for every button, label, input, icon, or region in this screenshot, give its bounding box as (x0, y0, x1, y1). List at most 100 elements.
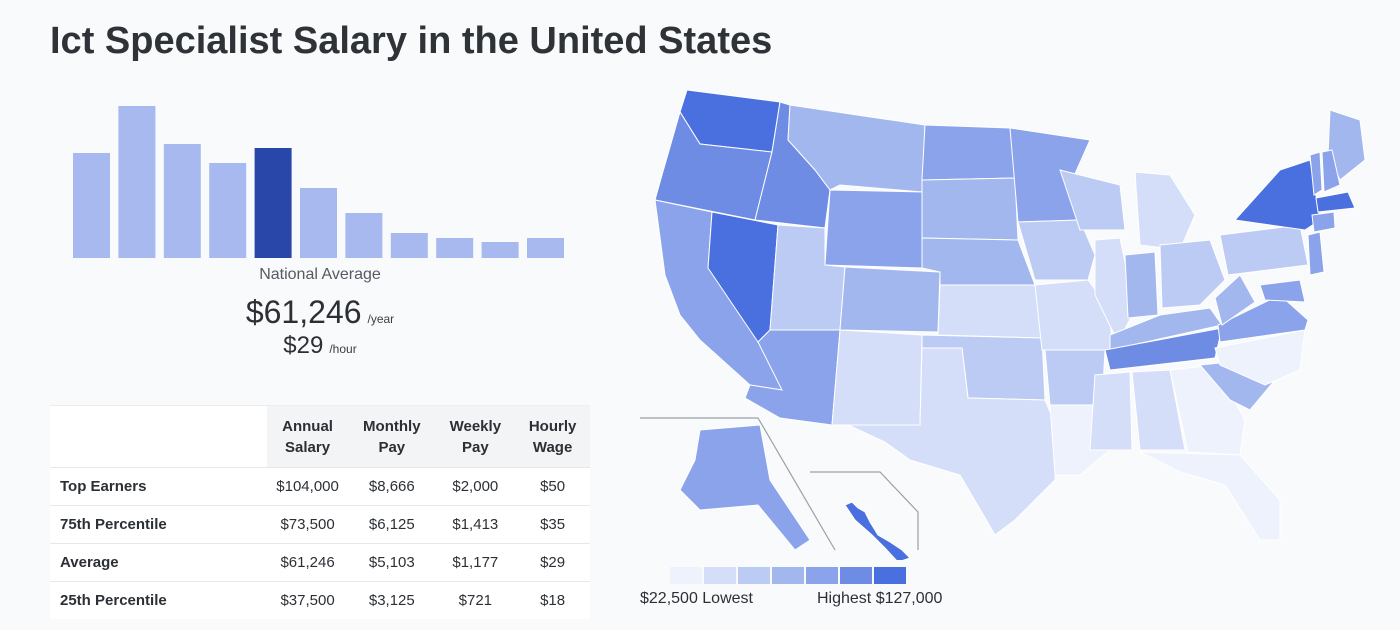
table-cell: $5,103 (348, 543, 436, 582)
histogram-bar (481, 242, 519, 258)
header-annual-salary: Annual Salary (267, 405, 349, 468)
legend-swatch (874, 567, 906, 584)
header-line: Pay (378, 438, 406, 456)
national-average-label: National Average (259, 266, 381, 283)
annual-average: $61,246/year (50, 294, 590, 331)
state-ma (1315, 191, 1356, 213)
state-ak (679, 424, 811, 551)
state-me (1327, 109, 1366, 181)
salary-histogram (50, 90, 590, 265)
table-row: Top Earners $104,000 $8,666 $2,000 $50 (50, 467, 590, 506)
state-ms (1089, 371, 1133, 451)
row-label: Top Earners (50, 467, 267, 506)
state-wi (1059, 169, 1126, 231)
row-label: 25th Percentile (50, 581, 267, 619)
table-cell: $1,177 (435, 543, 516, 582)
state-sd (921, 177, 1019, 241)
hourly-average-value: $29 (283, 332, 324, 359)
state-ks (937, 284, 1043, 339)
histogram-bar (118, 106, 156, 258)
hourly-unit: /hour (329, 342, 357, 356)
table-cell: $29 (515, 543, 590, 582)
header-line: Annual (282, 417, 333, 435)
table-row: Average $61,246 $5,103 $1,177 $29 (50, 543, 590, 582)
table-cell: $73,500 (267, 505, 349, 544)
header-line: Hourly (528, 417, 577, 435)
state-nd (921, 124, 1016, 181)
header-weekly-pay: Weekly Pay (435, 405, 516, 468)
row-label: 75th Percentile (50, 505, 267, 544)
legend-swatch (738, 567, 770, 584)
page-title: Ict Specialist Salary in the United Stat… (50, 20, 773, 62)
histogram-bar (209, 163, 247, 258)
state-al (1131, 369, 1186, 451)
legend-swatch (806, 567, 838, 584)
state-vt (1309, 151, 1323, 196)
histogram-svg (73, 106, 564, 258)
legend-high-label: Highest $127,000 (817, 590, 943, 607)
header-blank (50, 405, 267, 468)
histogram-bar (436, 238, 474, 258)
state-nc (1214, 329, 1306, 386)
header-line: Pay (461, 438, 489, 456)
state-in (1124, 251, 1159, 319)
state-md (1259, 279, 1306, 303)
state-az (744, 329, 841, 426)
map-svg (640, 89, 1366, 563)
legend-swatch (704, 567, 736, 584)
table-cell: $721 (435, 581, 516, 619)
header-monthly-pay: Monthly Pay (348, 405, 436, 468)
legend-low-label: $22,500 Lowest (640, 590, 753, 607)
legend-swatch (840, 567, 872, 584)
state-mo (1034, 279, 1113, 351)
state-nh (1321, 149, 1341, 193)
state-tn (1104, 327, 1223, 371)
state-ia (1017, 219, 1096, 281)
histogram-bar (390, 233, 428, 258)
inset-frame-lines (640, 417, 919, 551)
us-salary-map (640, 80, 1400, 563)
legend-swatches (670, 567, 906, 584)
legend-swatch (772, 567, 804, 584)
table-cell: $50 (515, 467, 590, 506)
state-nj (1307, 231, 1325, 276)
header-hourly-wage: Hourly Wage (515, 405, 590, 468)
table-cell: $6,125 (348, 505, 436, 544)
histogram-bar (163, 144, 201, 258)
state-hi (844, 501, 911, 563)
annual-unit: /year (367, 312, 395, 326)
table-cell: $18 (515, 581, 590, 619)
table-row: 25th Percentile $37,500 $3,125 $721 $18 (50, 581, 590, 619)
annual-average-value: $61,246 (245, 294, 362, 330)
table-cell: $2,000 (435, 467, 516, 506)
state-ny (1234, 159, 1321, 231)
header-line: Monthly (363, 417, 421, 435)
state-wv (1214, 274, 1256, 326)
state-mi (1134, 171, 1196, 251)
histogram-bar (345, 213, 383, 258)
map-legend: $22,500 Lowest Highest $127,000 (640, 566, 950, 616)
state-fl (1139, 451, 1281, 541)
table-row: 75th Percentile $73,500 $6,125 $1,413 $3… (50, 505, 590, 544)
histogram-bar (300, 188, 337, 258)
state-ky (1109, 307, 1223, 351)
table-cell: $3,125 (348, 581, 436, 619)
header-line: Salary (285, 438, 331, 456)
table-cell: $61,246 (267, 543, 349, 582)
header-line: Weekly (449, 417, 502, 435)
state-co (839, 266, 941, 333)
table-cell: $104,000 (267, 467, 349, 506)
table-header-row: Annual Salary Monthly Pay Weekly Pay Hourly… (50, 405, 590, 468)
state-oh (1159, 239, 1226, 309)
state-ct (1311, 211, 1336, 233)
legend-swatch (670, 567, 702, 584)
table-cell: $35 (515, 505, 590, 544)
histogram-bar (73, 153, 110, 258)
table-cell: $1,413 (435, 505, 516, 544)
state-pa (1219, 224, 1309, 276)
state-wy (824, 189, 926, 269)
table-cell: $37,500 (267, 581, 349, 619)
header-line: Wage (532, 438, 573, 456)
state-nm (831, 329, 923, 426)
salary-table: Annual Salary Monthly Pay Weekly Pay Hourly… (50, 405, 590, 619)
